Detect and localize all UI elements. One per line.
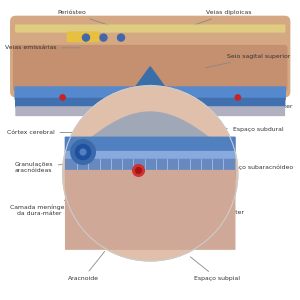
Text: Pia-máter: Pia-máter [188,196,244,215]
FancyBboxPatch shape [15,106,285,116]
Circle shape [80,149,86,155]
Circle shape [60,95,65,100]
FancyBboxPatch shape [65,175,235,180]
FancyBboxPatch shape [67,32,99,42]
Circle shape [235,95,240,100]
FancyBboxPatch shape [65,159,236,176]
Circle shape [100,34,107,41]
Text: Seio sagital superior: Seio sagital superior [206,54,290,68]
FancyBboxPatch shape [15,24,285,33]
FancyBboxPatch shape [14,86,286,100]
Polygon shape [127,67,174,99]
Circle shape [136,167,142,173]
Circle shape [118,89,130,102]
Circle shape [71,140,95,164]
Text: Veias emissárias: Veias emissárias [5,45,80,50]
Text: Periósteo: Periósteo [57,10,112,26]
Circle shape [118,34,124,41]
Circle shape [76,145,91,160]
Text: Espaço subpial: Espaço subpial [190,257,240,281]
Text: Veias diploicas: Veias diploicas [182,10,252,29]
Text: Aracnoide: Aracnoide [68,251,105,281]
Text: Espaço subaracnóideo: Espaço subaracnóideo [217,165,293,170]
FancyBboxPatch shape [13,45,287,92]
Text: Camada
superficial
da dura-máter: Camada superficial da dura-máter [229,92,292,109]
Circle shape [133,165,144,176]
FancyBboxPatch shape [65,136,236,152]
Text: Córtex cerebral: Córtex cerebral [7,130,74,135]
FancyBboxPatch shape [10,16,290,98]
Circle shape [144,85,157,98]
FancyBboxPatch shape [65,170,236,250]
Text: Crânio: Crânio [21,89,77,94]
Text: Camada meníngea
da dura-máter: Camada meníngea da dura-máter [10,193,83,215]
Circle shape [170,89,183,102]
FancyBboxPatch shape [65,151,236,160]
Text: Granulações
aracnóideas: Granulações aracnóideas [14,162,71,173]
Circle shape [82,34,89,41]
Text: Espaço subdural: Espaço subdural [223,127,284,132]
Circle shape [63,86,238,261]
FancyBboxPatch shape [15,98,285,108]
Polygon shape [76,112,225,150]
